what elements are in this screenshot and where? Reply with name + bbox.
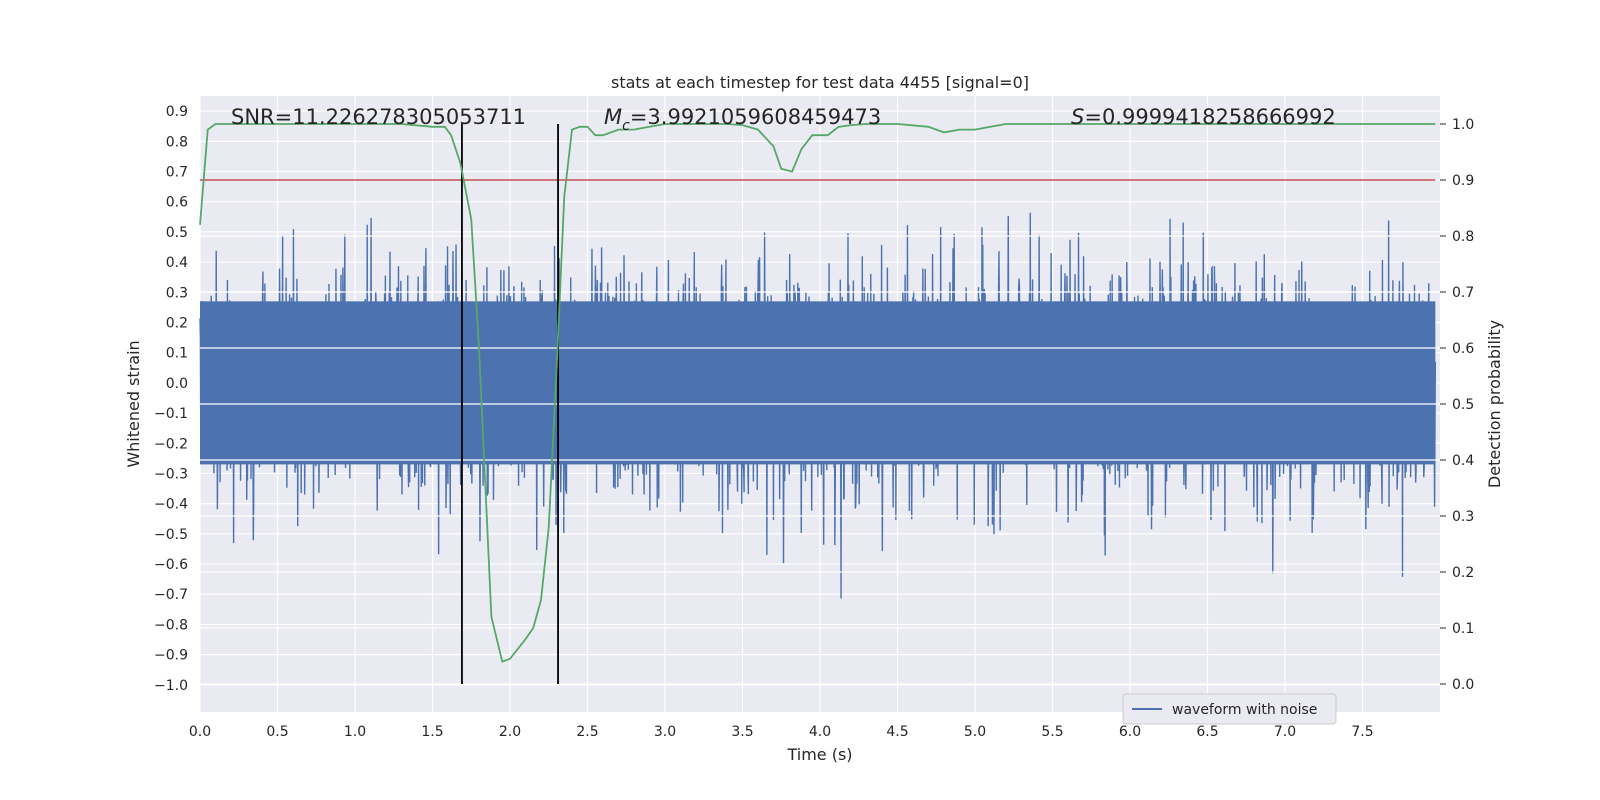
y-right-tick-label: 0.6 (1452, 341, 1474, 357)
mc-symbol: M (604, 105, 622, 129)
y-left-tick-label: 0.6 (166, 195, 188, 211)
x-tick-label: 0.5 (266, 724, 288, 740)
x-tick-label: 5.0 (964, 724, 986, 740)
chirp-mass-annotation: Mc=3.9921059608459473 (604, 105, 881, 134)
y-left-tick-label: −0.7 (154, 587, 188, 603)
x-tick-label: 3.0 (654, 724, 676, 740)
y-left-tick-label: −0.2 (154, 436, 188, 452)
y-left-tick-label: 0.5 (166, 225, 188, 241)
y-left-tick-label: 0.1 (166, 346, 188, 362)
x-tick-label: 3.5 (731, 724, 753, 740)
x-tick-label: 7.0 (1274, 724, 1296, 740)
s-symbol: S (1071, 105, 1084, 129)
x-tick-label: 6.5 (1196, 724, 1218, 740)
y-left-tick-label: 0.3 (166, 285, 188, 301)
x-tick-label: 1.0 (344, 724, 366, 740)
y-left-tick-label: 0.4 (166, 255, 188, 271)
y-right-tick-label: 0.7 (1452, 285, 1474, 301)
x-tick-label: 4.5 (886, 724, 908, 740)
x-tick-label: 1.5 (421, 724, 443, 740)
y-left-axis-ticks: 0.9 0.8 0.7 0.6 0.5 0.4 0.3 0.2 0.1 0.0 −0.1 −0.2 −0… (154, 104, 188, 694)
y-right-tick-label: 1.0 (1452, 117, 1474, 133)
overlay-lines (199, 123, 1440, 685)
y-left-tick-label: 0.7 (166, 164, 188, 180)
x-tick-label: 4.0 (809, 724, 831, 740)
y-right-axis-label: Detection probability (1485, 320, 1504, 488)
y-left-tick-label: −0.3 (154, 466, 188, 482)
y-left-tick-label: 0.2 (166, 315, 188, 331)
y-right-tick-label: 0.4 (1452, 453, 1474, 469)
snr-annotation: SNR=11.226278305053711 (231, 105, 526, 129)
mc-subscript: c (622, 118, 630, 134)
y-right-tick-label: 0.0 (1452, 677, 1474, 693)
y-right-axis-ticks: 1.0 0.9 0.8 0.7 0.6 0.5 0.4 0.3 0.2 0.1 0.0 (1440, 117, 1474, 693)
s-annotation: S=0.9999418258666992 (1071, 105, 1336, 129)
x-tick-label: 2.5 (576, 724, 598, 740)
x-tick-label: 0.0 (189, 724, 211, 740)
y-left-tick-label: −1.0 (154, 678, 188, 694)
y-left-tick-label: 0.8 (166, 134, 188, 150)
x-tick-label: 6.0 (1119, 724, 1141, 740)
s-value: =0.9999418258666992 (1084, 105, 1335, 129)
y-left-tick-label: 0.9 (166, 104, 188, 120)
y-left-tick-label: −0.1 (154, 406, 188, 422)
y-right-tick-label: 0.1 (1452, 621, 1474, 637)
y-right-tick-label: 0.5 (1452, 397, 1474, 413)
legend: waveform with noise (1122, 693, 1337, 725)
waveform-series (199, 212, 1437, 599)
x-axis-label: Time (s) (786, 745, 852, 764)
x-tick-label: 7.5 (1351, 724, 1373, 740)
y-right-tick-label: 0.2 (1452, 565, 1474, 581)
x-tick-label: 5.5 (1041, 724, 1063, 740)
legend-label: waveform with noise (1172, 702, 1317, 718)
x-tick-label: 2.0 (499, 724, 521, 740)
detection-probability-line (199, 123, 1436, 663)
y-left-tick-label: −0.5 (154, 527, 188, 543)
y-left-tick-label: −0.9 (154, 648, 188, 664)
y-right-tick-label: 0.8 (1452, 229, 1474, 245)
y-left-axis-label: Whitened strain (124, 340, 143, 467)
chart-title: stats at each timestep for test data 445… (611, 73, 1029, 92)
y-right-tick-label: 0.3 (1452, 509, 1474, 525)
mc-value: =3.9921059608459473 (630, 105, 881, 129)
y-right-tick-label: 0.9 (1452, 173, 1474, 189)
y-left-tick-label: −0.6 (154, 557, 188, 573)
y-left-tick-label: −0.4 (154, 497, 188, 513)
x-axis-ticks: 0.0 0.5 1.0 1.5 2.0 2.5 3.0 3.5 4.0 4.5 5.0 5.5 6.0 6… (189, 724, 1374, 740)
legend-box (1122, 693, 1337, 725)
y-left-tick-label: −0.8 (154, 617, 188, 633)
waveform-line (199, 212, 1437, 599)
y-left-tick-label: 0.0 (166, 376, 188, 392)
